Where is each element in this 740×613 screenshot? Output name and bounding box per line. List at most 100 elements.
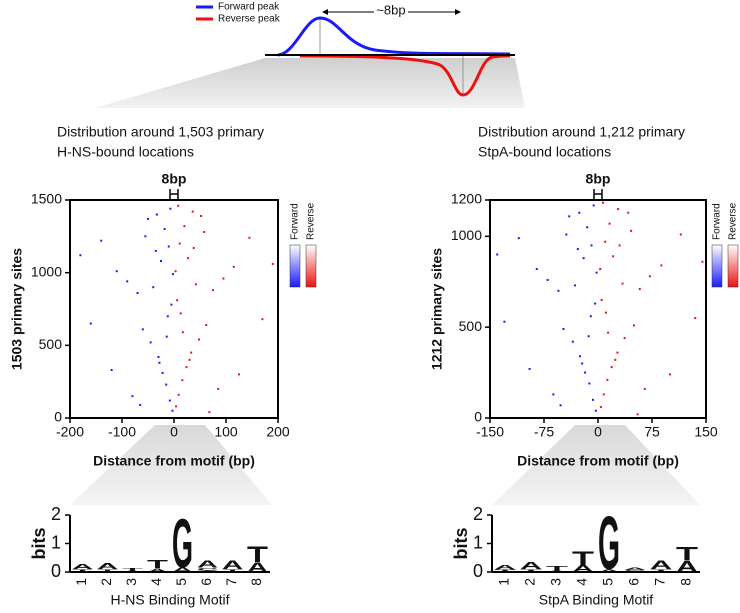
point [232,265,235,268]
y-tick-label: 0 [473,561,483,581]
point [607,331,610,334]
legend-label: Reverse [306,202,317,240]
logo-letter: T [650,568,674,573]
point [179,312,182,315]
point [582,257,585,260]
point [166,315,169,318]
logo-letter: A [650,559,672,572]
y-axis-label: 1212 primary sites [429,248,445,370]
point [594,409,597,412]
y-axis-label: 1503 primary sites [9,248,25,370]
x-tick-label: 1 [73,578,89,586]
point [627,211,630,214]
point [660,264,663,267]
point [591,398,594,401]
logo-letter: T [546,566,568,572]
point [517,237,520,240]
point [203,230,206,233]
arrow-head [322,9,328,15]
point [568,215,571,218]
point [188,358,191,361]
point [163,228,166,231]
label-bg [374,4,408,18]
x-tick-label: 5 [600,578,616,586]
x-tick-label: 4 [574,578,590,586]
point [600,298,603,301]
y-tick-label: 1000 [31,263,62,279]
annotation: 8bp [586,171,611,187]
x-tick-label: 200 [266,424,290,440]
x-tick-label: 8 [678,578,694,586]
point [618,244,621,247]
point [212,289,214,292]
y-tick-label: 1500 [31,191,62,207]
x-tick-label: 75 [644,424,660,440]
point [171,273,174,276]
logo-letter: G [598,502,620,586]
point [669,373,671,376]
x-tick-label: 3 [548,578,564,586]
logo-letter: T [222,568,245,573]
reverse-curve [299,54,511,97]
y-tick-label: 1200 [451,191,482,207]
logo-letter: T [97,568,120,573]
point [694,317,697,320]
point [222,277,225,280]
x-tick-label: 5 [173,578,189,586]
point [589,315,592,318]
y-tick-label: 1 [51,532,61,552]
point [170,303,173,306]
point [602,393,605,396]
point [197,338,200,341]
point [139,403,142,406]
point [610,366,613,369]
logo-letter: A [572,564,594,575]
point [110,369,113,372]
y-axis-label: bits [451,527,471,559]
point [633,324,635,327]
x-tick-label: 0 [594,424,602,440]
point [205,323,208,326]
chart-subtitle: H-NS-bound locations [57,144,194,160]
point [636,413,639,416]
point [191,210,194,213]
x-axis-label: Distance from motif (bp) [517,453,679,469]
logo-letter: T [122,568,145,572]
x-tick-label: 6 [198,578,214,586]
point [181,379,184,382]
point [131,395,134,398]
logo-letter: T [72,568,95,573]
point [174,270,177,273]
point [169,207,172,210]
point [594,302,597,305]
point [606,378,609,381]
x-tick-label: 150 [694,424,718,440]
point [177,393,180,396]
funnel [70,425,272,505]
logo-letter: A [97,562,120,571]
point [648,275,651,278]
point [126,280,129,283]
point [165,383,168,386]
y-tick-label: 2 [473,504,483,524]
point [192,246,195,249]
point [578,211,581,214]
point [115,270,118,273]
point [599,268,602,271]
point [161,371,164,374]
point [586,226,589,229]
logo-letter: C [197,567,220,572]
point [604,240,607,243]
schematic: Forward peak Reverse peak ~8bp [196,2,515,97]
point [177,204,180,207]
span-marker [169,189,179,199]
point [557,289,560,292]
point [612,255,615,258]
point [571,340,574,343]
x-tick-label: 0 [170,424,178,440]
point [176,299,179,302]
point [152,286,155,289]
chart-title: H-NS Binding Motif [110,592,229,608]
y-tick-label: 500 [459,318,483,334]
point [248,236,251,239]
